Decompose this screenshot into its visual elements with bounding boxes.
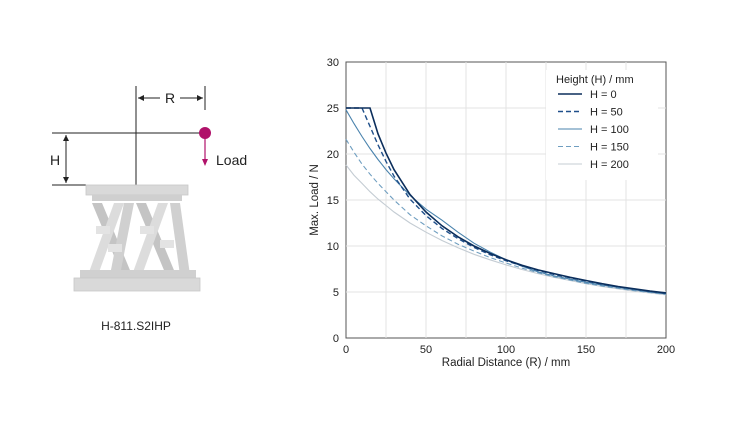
hexapod-drawing <box>73 184 201 292</box>
legend-label: H = 200 <box>590 159 629 171</box>
series-line-h-150 <box>345 139 667 295</box>
x-tick-label: 200 <box>657 344 675 356</box>
legend-label: H = 100 <box>590 124 629 136</box>
y-tick-label: 15 <box>327 195 339 207</box>
x-ticks: 0 50 100 150 200 <box>343 344 675 356</box>
y-axis-title: Max. Load / N <box>309 164 321 236</box>
y-tick-label: 25 <box>327 103 339 115</box>
series-lines <box>345 107 667 296</box>
hexapod-illustration: R H Load H-811.S2IHP <box>50 86 247 333</box>
x-tick-label: 150 <box>577 344 595 356</box>
radius-dimension: R <box>135 86 206 110</box>
x-tick-label: 50 <box>420 344 432 356</box>
series-line-h-100 <box>345 109 667 295</box>
x-axis-title: Radial Distance (R) / mm <box>442 357 570 369</box>
legend: Height (H) / mm H = 0 H = 50 H = 100 H = 15… <box>546 70 658 180</box>
load-point <box>199 127 211 139</box>
x-tick-label: 100 <box>497 344 515 356</box>
y-tick-label: 30 <box>327 57 339 69</box>
y-ticks: 0 5 10 15 20 25 30 <box>327 57 339 345</box>
legend-label: H = 0 <box>590 89 617 101</box>
load-label: Load <box>216 152 247 168</box>
height-dimension: H <box>50 132 136 186</box>
legend-label: H = 150 <box>590 142 629 154</box>
legend-title: Height (H) / mm <box>556 74 634 86</box>
height-label: H <box>50 152 60 168</box>
y-tick-label: 10 <box>327 241 339 253</box>
legend-label: H = 50 <box>590 107 623 119</box>
legend-box <box>546 70 658 180</box>
model-caption: H-811.S2IHP <box>101 319 171 333</box>
series-line-h-0 <box>346 107 667 294</box>
load-indicator: Load <box>199 127 247 168</box>
y-tick-label: 5 <box>333 287 339 299</box>
x-tick-label: 0 <box>343 344 349 356</box>
y-tick-label: 0 <box>333 333 339 345</box>
load-chart: 0 50 100 150 200 0 5 10 15 20 25 30 Radial Distanc… <box>309 57 675 369</box>
radius-label: R <box>165 90 175 106</box>
y-tick-label: 20 <box>327 149 339 161</box>
